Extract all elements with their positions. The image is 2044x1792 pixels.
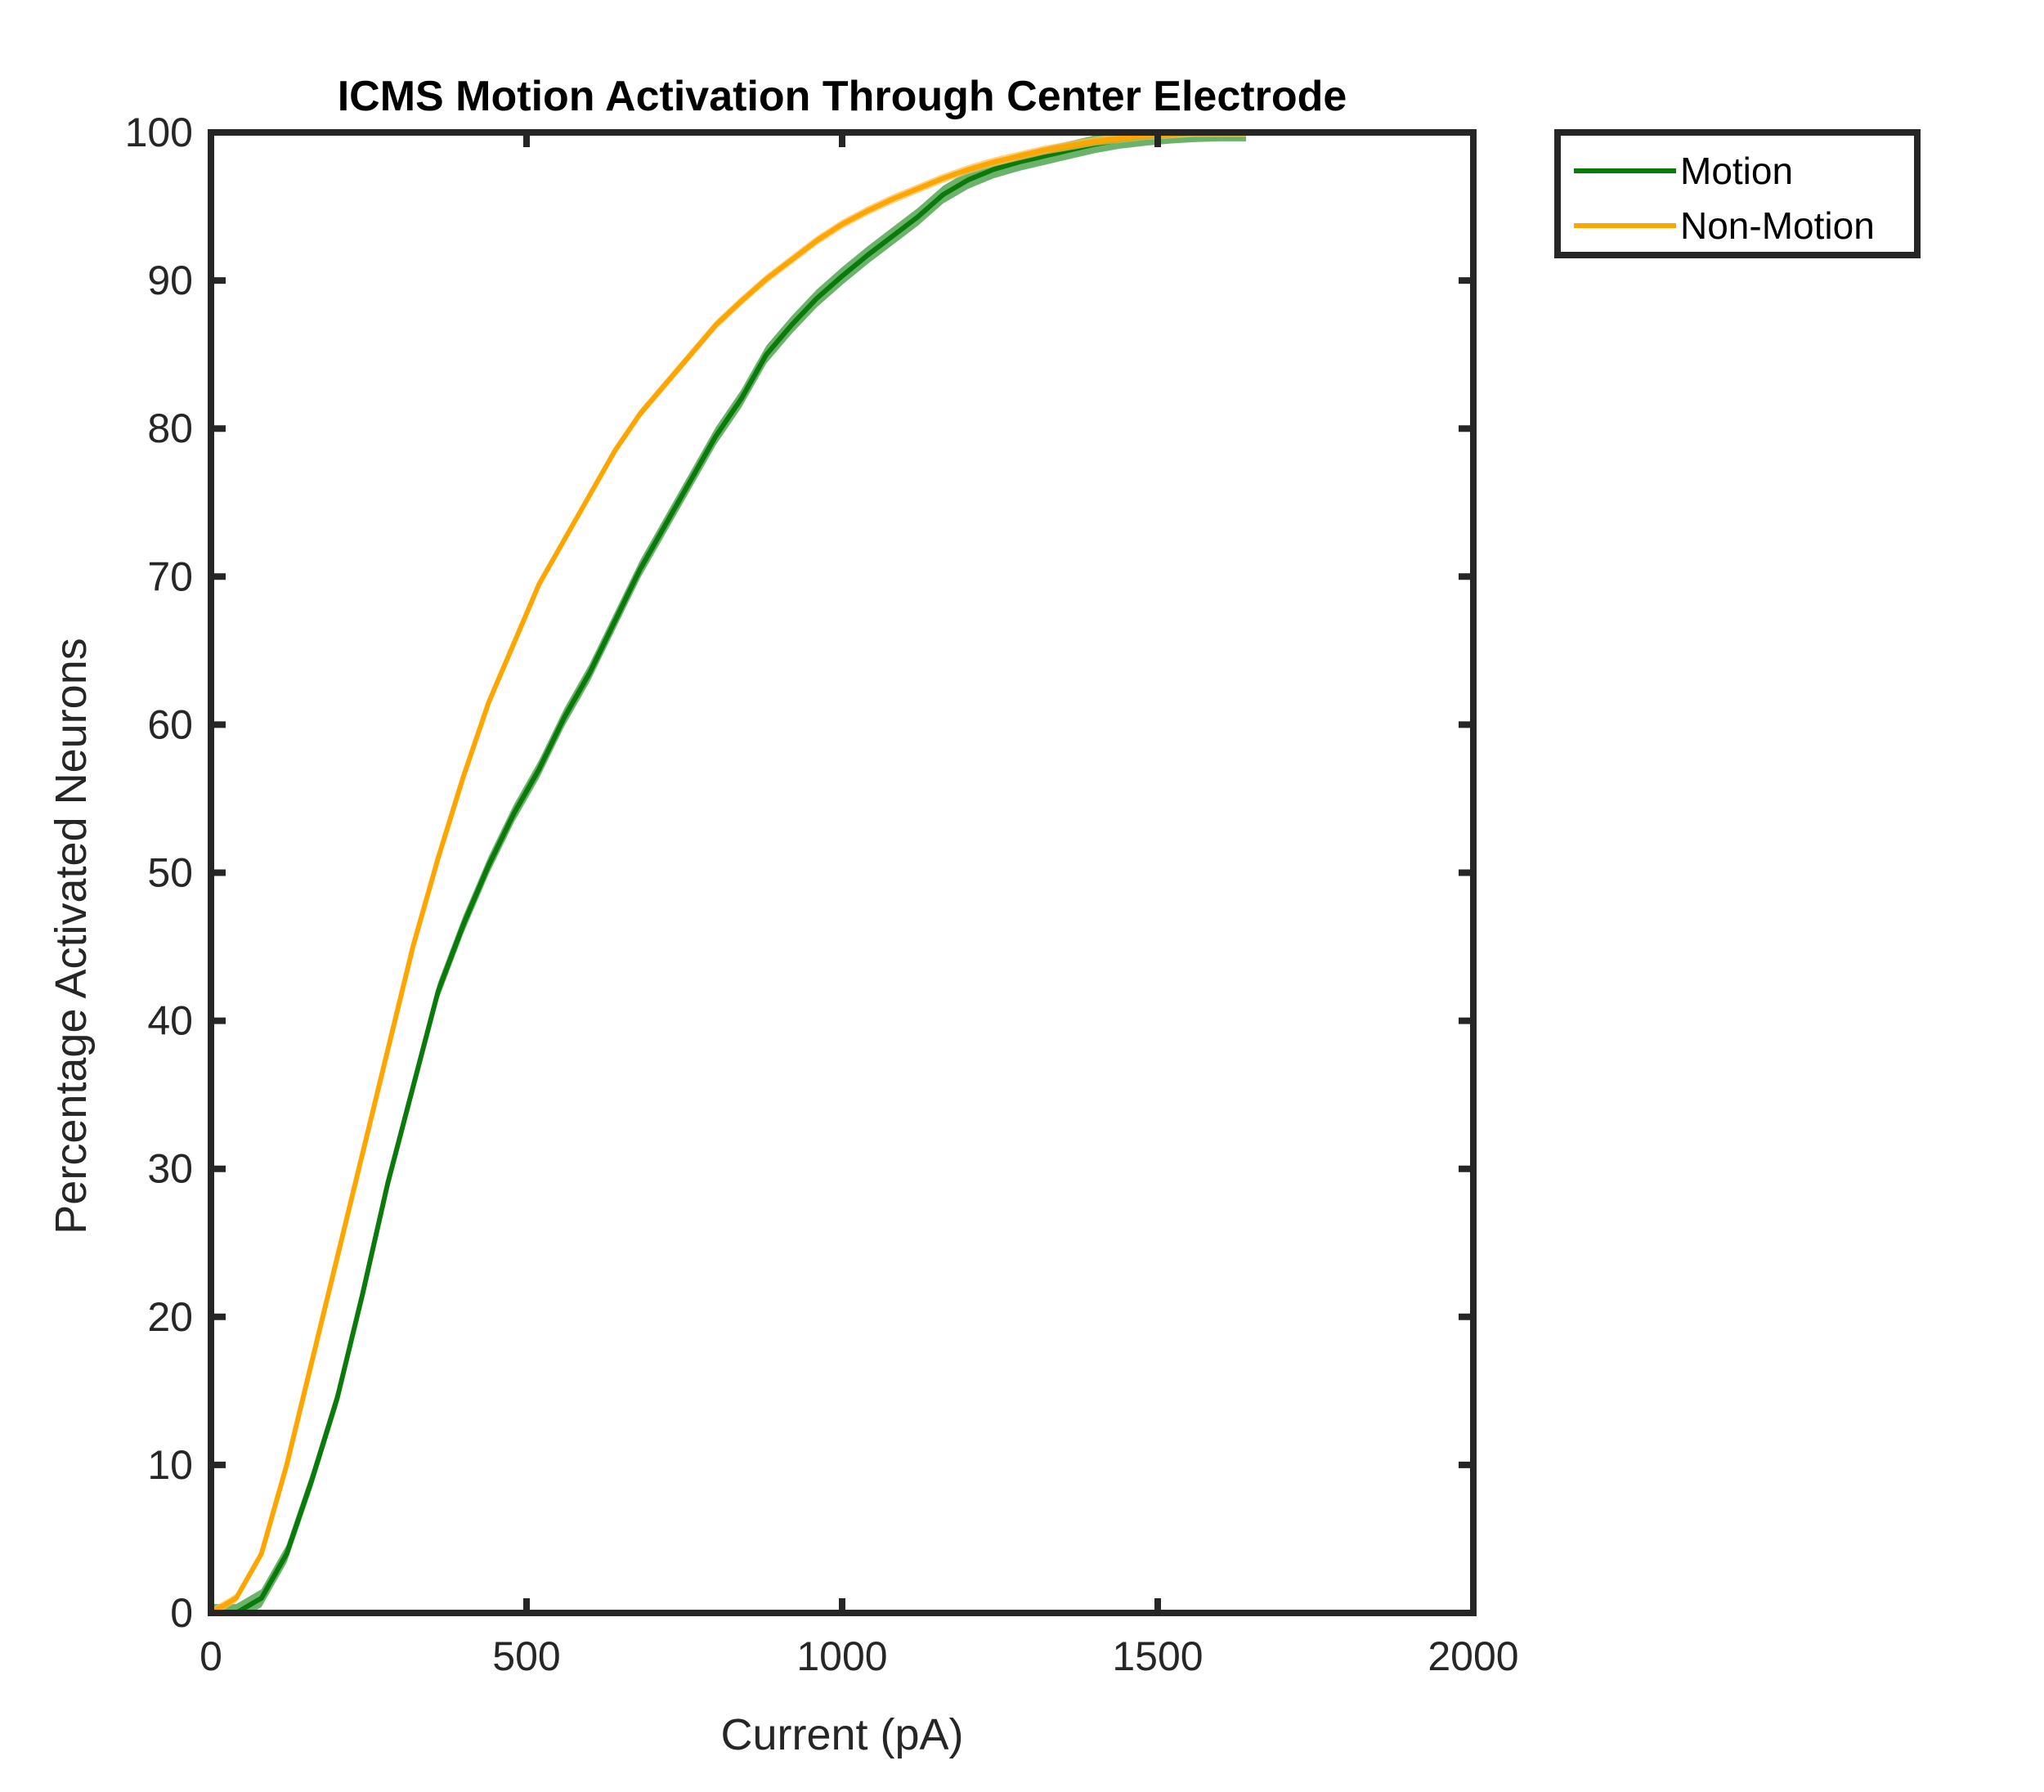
y-tick-label: 20 [147,1294,193,1340]
chart-title: ICMS Motion Activation Through Center El… [338,73,1347,120]
legend-label: Motion [1680,150,1793,192]
x-tick-label: 1000 [796,1633,887,1679]
y-tick-label: 0 [170,1590,193,1636]
y-tick-label: 40 [147,998,193,1044]
y-axis-label: Percentage Activated Neurons [47,638,96,1234]
y-tick-label: 60 [147,701,193,747]
y-tick-label: 10 [147,1442,193,1488]
legend-item-motion: Motion [1574,150,1793,192]
x-axis-label: Current (pA) [720,1710,963,1759]
series-group [211,132,1247,1613]
y-tick-label: 80 [147,405,193,451]
series-line-non-motion [211,132,1247,1613]
legend-label: Non-Motion [1680,204,1875,247]
legend: Motion Non-Motion [1554,129,1921,258]
y-tick-label: 100 [125,110,193,155]
y-tick-label: 70 [147,553,193,599]
y-tick-label: 50 [147,850,193,896]
y-tick-label: 30 [147,1146,193,1192]
legend-box [1554,129,1921,258]
x-tick-label: 0 [199,1633,222,1679]
x-tick-label: 500 [492,1633,560,1679]
plot-area: 0 500 1000 1500 2000 0 10 20 30 40 50 60 70 80 90 100 [125,110,1519,1679]
axes-box [208,129,1477,1616]
x-tick-label: 2000 [1428,1633,1518,1679]
legend-item-non-motion: Non-Motion [1574,204,1875,247]
x-tick-label: 1500 [1112,1633,1203,1679]
y-tick-label: 90 [147,258,193,303]
